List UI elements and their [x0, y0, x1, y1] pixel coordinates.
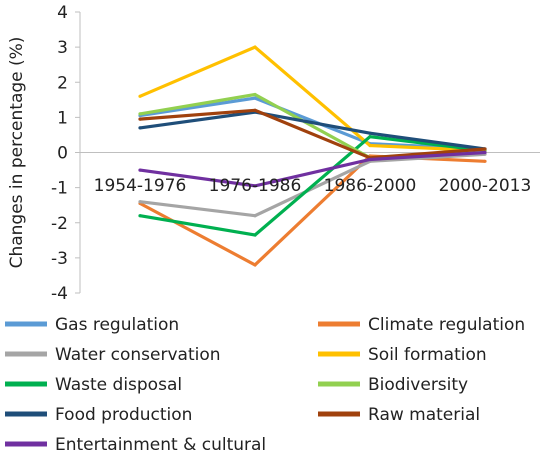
- data-point: [138, 117, 142, 121]
- x-tick-label: 2000-2013: [439, 176, 532, 196]
- data-point: [253, 92, 257, 97]
- series-line: [139, 108, 486, 160]
- series-line: [139, 110, 486, 151]
- data-point: [138, 200, 142, 204]
- y-tick-label: 3: [57, 38, 68, 58]
- legend-label: Waste disposal: [55, 375, 182, 395]
- data-point: [138, 112, 142, 116]
- legend: Gas regulation Climate regulation Water co…: [5, 315, 525, 455]
- y-tick-label: -3: [51, 249, 68, 269]
- data-point: [253, 214, 257, 218]
- data-point: [253, 263, 257, 267]
- data-point: [368, 157, 372, 162]
- data-point: [368, 135, 372, 139]
- y-tick-label: 4: [57, 3, 68, 23]
- legend-label: Biodiversity: [368, 375, 468, 395]
- data-point: [253, 184, 257, 188]
- legend-label: Water conservation: [55, 345, 221, 365]
- data-point: [483, 159, 487, 163]
- legend-label: Food production: [55, 405, 192, 425]
- data-point: [253, 96, 257, 100]
- legend-label: Climate regulation: [368, 315, 525, 335]
- x-tick-label-layer: 1954-1976 1976-1986 1986-2000 2000-2013: [94, 176, 532, 196]
- y-tick-label: -2: [51, 214, 68, 234]
- y-tick-label: -1: [51, 179, 68, 199]
- y-tick-label: 2: [57, 73, 68, 93]
- axis-layer: 4 3 2 1 0 -1 -2 -3 -4 Changes in percentage (%): [7, 3, 540, 304]
- data-point: [138, 94, 142, 98]
- series-line: [139, 135, 486, 237]
- x-tick-label: 1986-2000: [324, 176, 417, 196]
- data-point: [138, 126, 142, 130]
- x-tick-label: 1976-1986: [209, 176, 302, 196]
- legend-label: Gas regulation: [55, 315, 179, 335]
- data-point: [253, 233, 257, 237]
- x-tick-label: 1954-1976: [94, 176, 187, 196]
- data-point: [138, 214, 142, 218]
- legend-label: Raw material: [368, 405, 480, 425]
- data-point: [138, 168, 142, 172]
- legend-label: Soil formation: [368, 345, 487, 365]
- series-line: [139, 45, 486, 153]
- series-layer: [138, 45, 487, 267]
- y-tick-label: -4: [51, 284, 68, 304]
- y-axis-title: Changes in percentage (%): [7, 37, 27, 269]
- y-tick-label: 0: [57, 144, 68, 164]
- data-point: [368, 131, 372, 135]
- data-point: [253, 45, 257, 49]
- data-point: [483, 147, 487, 151]
- data-point: [253, 108, 257, 112]
- y-tick-label: 1: [57, 108, 68, 128]
- data-point: [368, 143, 372, 148]
- series-line: [139, 152, 486, 218]
- series-line: [139, 96, 486, 151]
- series-line: [139, 150, 486, 188]
- data-point: [483, 150, 487, 155]
- legend-label: Entertainment & cultural: [55, 435, 266, 455]
